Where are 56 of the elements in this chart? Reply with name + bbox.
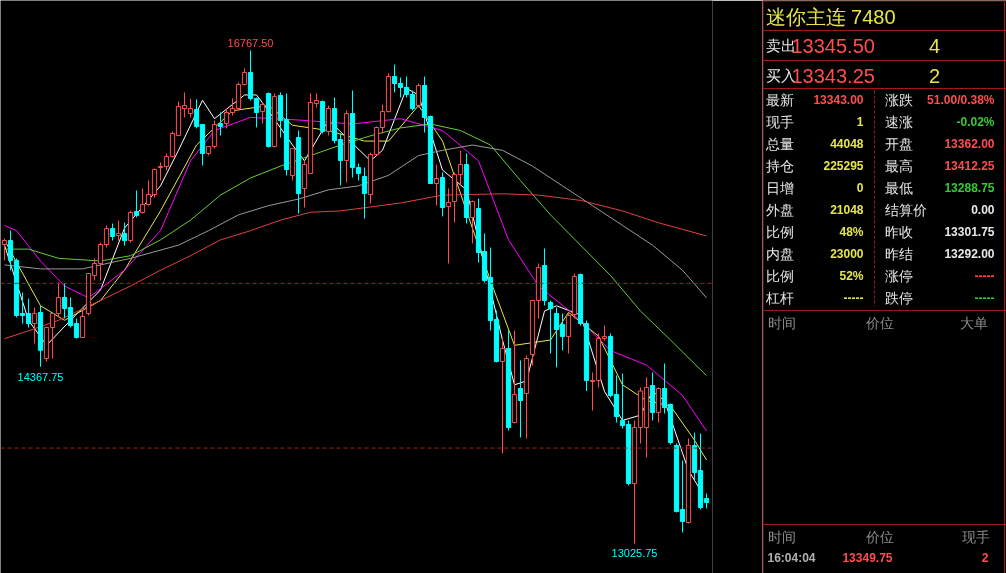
text: 昨收 — [884, 223, 913, 240]
text: 44048 — [830, 137, 864, 151]
text: 涨跌 — [884, 91, 913, 108]
text: 时间 — [767, 314, 796, 331]
text: 1 — [856, 115, 864, 129]
text: 结算价 — [884, 201, 927, 218]
text: 13412.25 — [944, 159, 995, 173]
text: 16:04:04 — [767, 550, 816, 565]
text: 比例 — [765, 223, 794, 240]
text: 0.00 — [971, 203, 995, 217]
text: 52% — [839, 268, 864, 283]
text: 13343.00 — [813, 93, 864, 107]
annotation: 14367.75 — [17, 370, 64, 383]
text: 外盘 — [765, 201, 794, 218]
text: 总量 — [764, 135, 794, 152]
text: 跌停 — [884, 289, 913, 306]
text: -0.02% — [956, 114, 995, 129]
text: 内盘 — [765, 245, 794, 262]
text: 日增 — [765, 179, 794, 196]
text: 21048 — [830, 203, 864, 217]
text: 最高 — [884, 157, 913, 174]
text: 最新 — [765, 91, 794, 108]
text: 4 — [928, 34, 941, 57]
text: 23000 — [830, 247, 864, 261]
text: 51.00/0.38% — [927, 92, 995, 107]
text: ----- — [974, 291, 995, 305]
text: 价位 — [864, 528, 894, 545]
text: 2 — [928, 64, 941, 87]
text: 价位 — [864, 314, 894, 331]
text: ----- — [843, 291, 864, 305]
text: 225295 — [823, 159, 864, 173]
text: 杠杆 — [764, 289, 794, 306]
text: 13292.00 — [944, 247, 995, 261]
text: 迷你主连 7480 — [765, 5, 896, 28]
text: 13349.75 — [842, 551, 893, 565]
text: 买入 — [765, 67, 796, 84]
text: 持仓 — [765, 157, 794, 174]
text: 昨结 — [884, 245, 913, 262]
text: 速涨 — [884, 113, 913, 130]
text: 大单 — [959, 314, 988, 331]
text: 比例 — [765, 267, 794, 284]
text: 开盘 — [884, 135, 913, 152]
text: 最低 — [884, 179, 913, 196]
text: 现手 — [765, 113, 794, 130]
text: 时间 — [767, 528, 796, 545]
text: 13301.75 — [944, 225, 995, 239]
text: 涨停 — [884, 267, 913, 284]
text: 13362.00 — [944, 137, 995, 151]
annotation: 13025.75 — [611, 547, 658, 560]
text: 现手 — [961, 528, 990, 545]
annotation: 16767.50 — [227, 36, 274, 49]
text: ----- — [974, 269, 995, 283]
text: 48% — [839, 224, 864, 239]
text: 2 — [981, 551, 989, 565]
text: 13288.75 — [944, 181, 995, 195]
text: 0 — [856, 181, 864, 195]
